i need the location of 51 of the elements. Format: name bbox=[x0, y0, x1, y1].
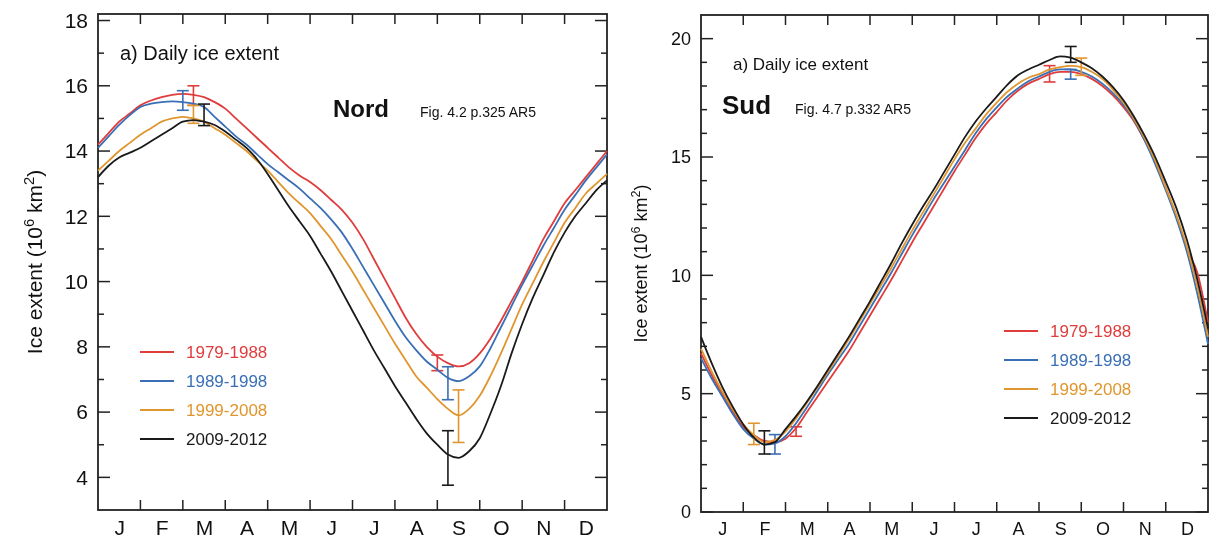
y-tick-label: 14 bbox=[64, 139, 89, 163]
x-tick-label: M bbox=[195, 515, 214, 539]
x-tick-label: M bbox=[884, 518, 900, 539]
text: a) Daily ice extent bbox=[120, 42, 280, 64]
legend-label: 2009-2012 bbox=[186, 430, 268, 449]
y-tick-label: 4 bbox=[76, 465, 89, 489]
y-tick-label: 18 bbox=[64, 8, 88, 32]
legend-label: 1989-1998 bbox=[1050, 351, 1132, 370]
legend-label: 1999-2008 bbox=[186, 401, 268, 420]
y-tick-label: 10 bbox=[670, 265, 691, 286]
x-tick-label: O bbox=[1095, 518, 1110, 539]
legend-label: 1999-2008 bbox=[1050, 380, 1132, 399]
x-tick-label: M bbox=[799, 518, 815, 539]
legend-label: 1989-1998 bbox=[186, 372, 268, 391]
x-tick-label: J bbox=[718, 518, 728, 539]
x-tick-label: M bbox=[280, 515, 299, 539]
x-tick-label: J bbox=[368, 515, 380, 539]
x-tick-label: A bbox=[1012, 518, 1025, 539]
x-tick-label: O bbox=[493, 515, 510, 539]
x-tick-label: D bbox=[1180, 518, 1194, 539]
y-tick-label: 12 bbox=[64, 204, 88, 228]
x-tick-label: A bbox=[409, 515, 424, 539]
annotation: Fig. 4.7 p.332 AR5 bbox=[795, 101, 912, 117]
y-tick-label: 20 bbox=[670, 28, 691, 49]
x-tick-label: S bbox=[452, 515, 467, 539]
x-tick-label: J bbox=[971, 518, 981, 539]
legend-label: 1979-1988 bbox=[1050, 322, 1132, 341]
y-tick-label: 5 bbox=[680, 383, 691, 404]
y-tick-label: 6 bbox=[76, 400, 88, 424]
x-tick-label: F bbox=[759, 518, 771, 539]
annotation: Nord bbox=[333, 95, 389, 122]
annotation: Fig. 4.2 p.325 AR5 bbox=[420, 104, 537, 120]
legend-label: 2009-2012 bbox=[1050, 409, 1132, 428]
legend-label: 1979-1988 bbox=[186, 343, 268, 362]
x-tick-label: N bbox=[1138, 518, 1152, 539]
x-tick-label: J bbox=[929, 518, 939, 539]
annotation: Sud bbox=[722, 90, 772, 120]
y-tick-label: 10 bbox=[64, 269, 88, 293]
y-tick-label: 8 bbox=[76, 335, 88, 359]
x-tick-label: S bbox=[1054, 518, 1067, 539]
text: a) Daily ice extent bbox=[733, 55, 869, 74]
x-tick-label: F bbox=[155, 515, 169, 539]
y-tick-label: 16 bbox=[64, 74, 88, 98]
x-tick-label: A bbox=[239, 515, 254, 539]
y-tick-label: 0 bbox=[680, 502, 691, 523]
y-tick-label: 15 bbox=[670, 147, 691, 168]
x-tick-label: N bbox=[536, 515, 552, 539]
x-tick-label: J bbox=[326, 515, 338, 539]
x-tick-label: A bbox=[843, 518, 856, 539]
x-tick-label: J bbox=[114, 515, 125, 539]
x-tick-label: D bbox=[578, 515, 594, 539]
